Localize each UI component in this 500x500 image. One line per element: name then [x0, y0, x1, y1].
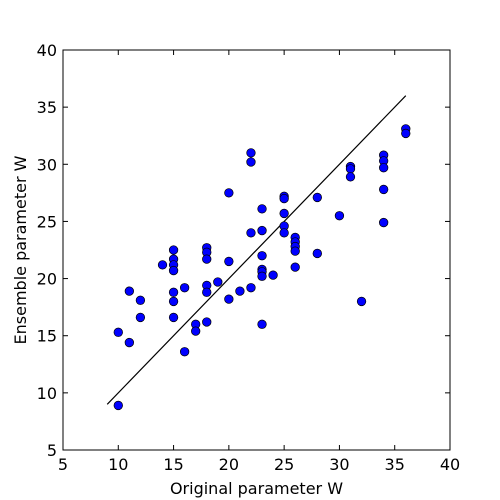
- scatter-point: [246, 228, 256, 238]
- scatter-point: [279, 208, 289, 219]
- scatter-point: [202, 254, 212, 264]
- scatter-point: [279, 193, 289, 204]
- scatter-point: [135, 295, 146, 305]
- scatter-point: [168, 245, 179, 255]
- axis-ticks: 5 10 15 20 25 30 35 40 5 10 15 20 25 30 35 40: [37, 41, 461, 474]
- scatter-point: [379, 217, 389, 228]
- scatter-point: [257, 204, 267, 214]
- scatter-point: [312, 248, 322, 259]
- scatter-point: [224, 256, 234, 267]
- scatter-point: [334, 211, 345, 221]
- y-tick-label: 15: [37, 327, 57, 346]
- scatter-point: [246, 157, 256, 167]
- y-tick-label: 35: [37, 98, 57, 117]
- scatter-point: [290, 262, 300, 272]
- scatter-point: [246, 148, 256, 158]
- scatter-point: [124, 337, 134, 348]
- plot-area: [106, 95, 411, 411]
- x-tick-label: 35: [385, 455, 405, 474]
- scatter-point: [179, 283, 190, 293]
- scatter-point: [135, 312, 146, 323]
- scatter-point: [268, 270, 278, 280]
- scatter-point: [224, 294, 234, 304]
- scatter-point: [257, 251, 267, 261]
- y-tick-label: 20: [37, 270, 57, 289]
- scatter-point: [246, 283, 256, 293]
- scatter-point: [356, 296, 367, 307]
- x-tick-label: 40: [440, 455, 460, 474]
- x-tick-label: 20: [219, 455, 239, 474]
- scatter-point: [113, 327, 123, 337]
- y-axis-label: Ensemble parameter W: [11, 155, 30, 344]
- scatter-point: [279, 228, 289, 238]
- scatter-point: [379, 163, 389, 173]
- scatter-point: [191, 326, 201, 336]
- scatter-point: [401, 128, 411, 139]
- scatter-point: [257, 319, 267, 329]
- scatter-point: [168, 312, 179, 323]
- x-tick-label: 5: [58, 455, 68, 474]
- x-tick-label: 30: [329, 455, 349, 474]
- scatter-point: [257, 271, 267, 281]
- y-tick-label: 30: [37, 155, 57, 174]
- axes-frame: [62, 49, 451, 451]
- scatter-point: [113, 400, 123, 411]
- y-tick-label: 25: [37, 212, 57, 231]
- x-tick-label: 15: [163, 455, 183, 474]
- scatter-point: [257, 225, 267, 236]
- scatter-point: [157, 260, 168, 270]
- reference-line: [106, 95, 407, 405]
- scatter-point: [312, 192, 322, 203]
- scatter-point: [168, 265, 179, 276]
- scatter-point: [124, 286, 134, 296]
- scatter-point: [168, 296, 179, 307]
- scatter-point: [179, 347, 190, 357]
- scatter-point: [235, 286, 245, 296]
- scatter-point: [168, 287, 179, 297]
- y-tick-label: 40: [37, 41, 57, 60]
- scatter-point: [202, 317, 212, 327]
- scatter-point: [224, 188, 234, 198]
- scatter-point: [345, 172, 356, 182]
- scatter-point: [290, 246, 300, 256]
- scatter-point: [213, 277, 223, 287]
- scatter-point: [345, 164, 356, 174]
- y-tick-label: 5: [47, 441, 57, 460]
- x-tick-label: 10: [108, 455, 128, 474]
- y-tick-label: 10: [37, 384, 57, 403]
- scatter-point: [202, 287, 212, 297]
- x-tick-label: 25: [274, 455, 294, 474]
- scatter-point: [379, 184, 389, 195]
- x-axis-label: Original parameter W: [170, 479, 343, 498]
